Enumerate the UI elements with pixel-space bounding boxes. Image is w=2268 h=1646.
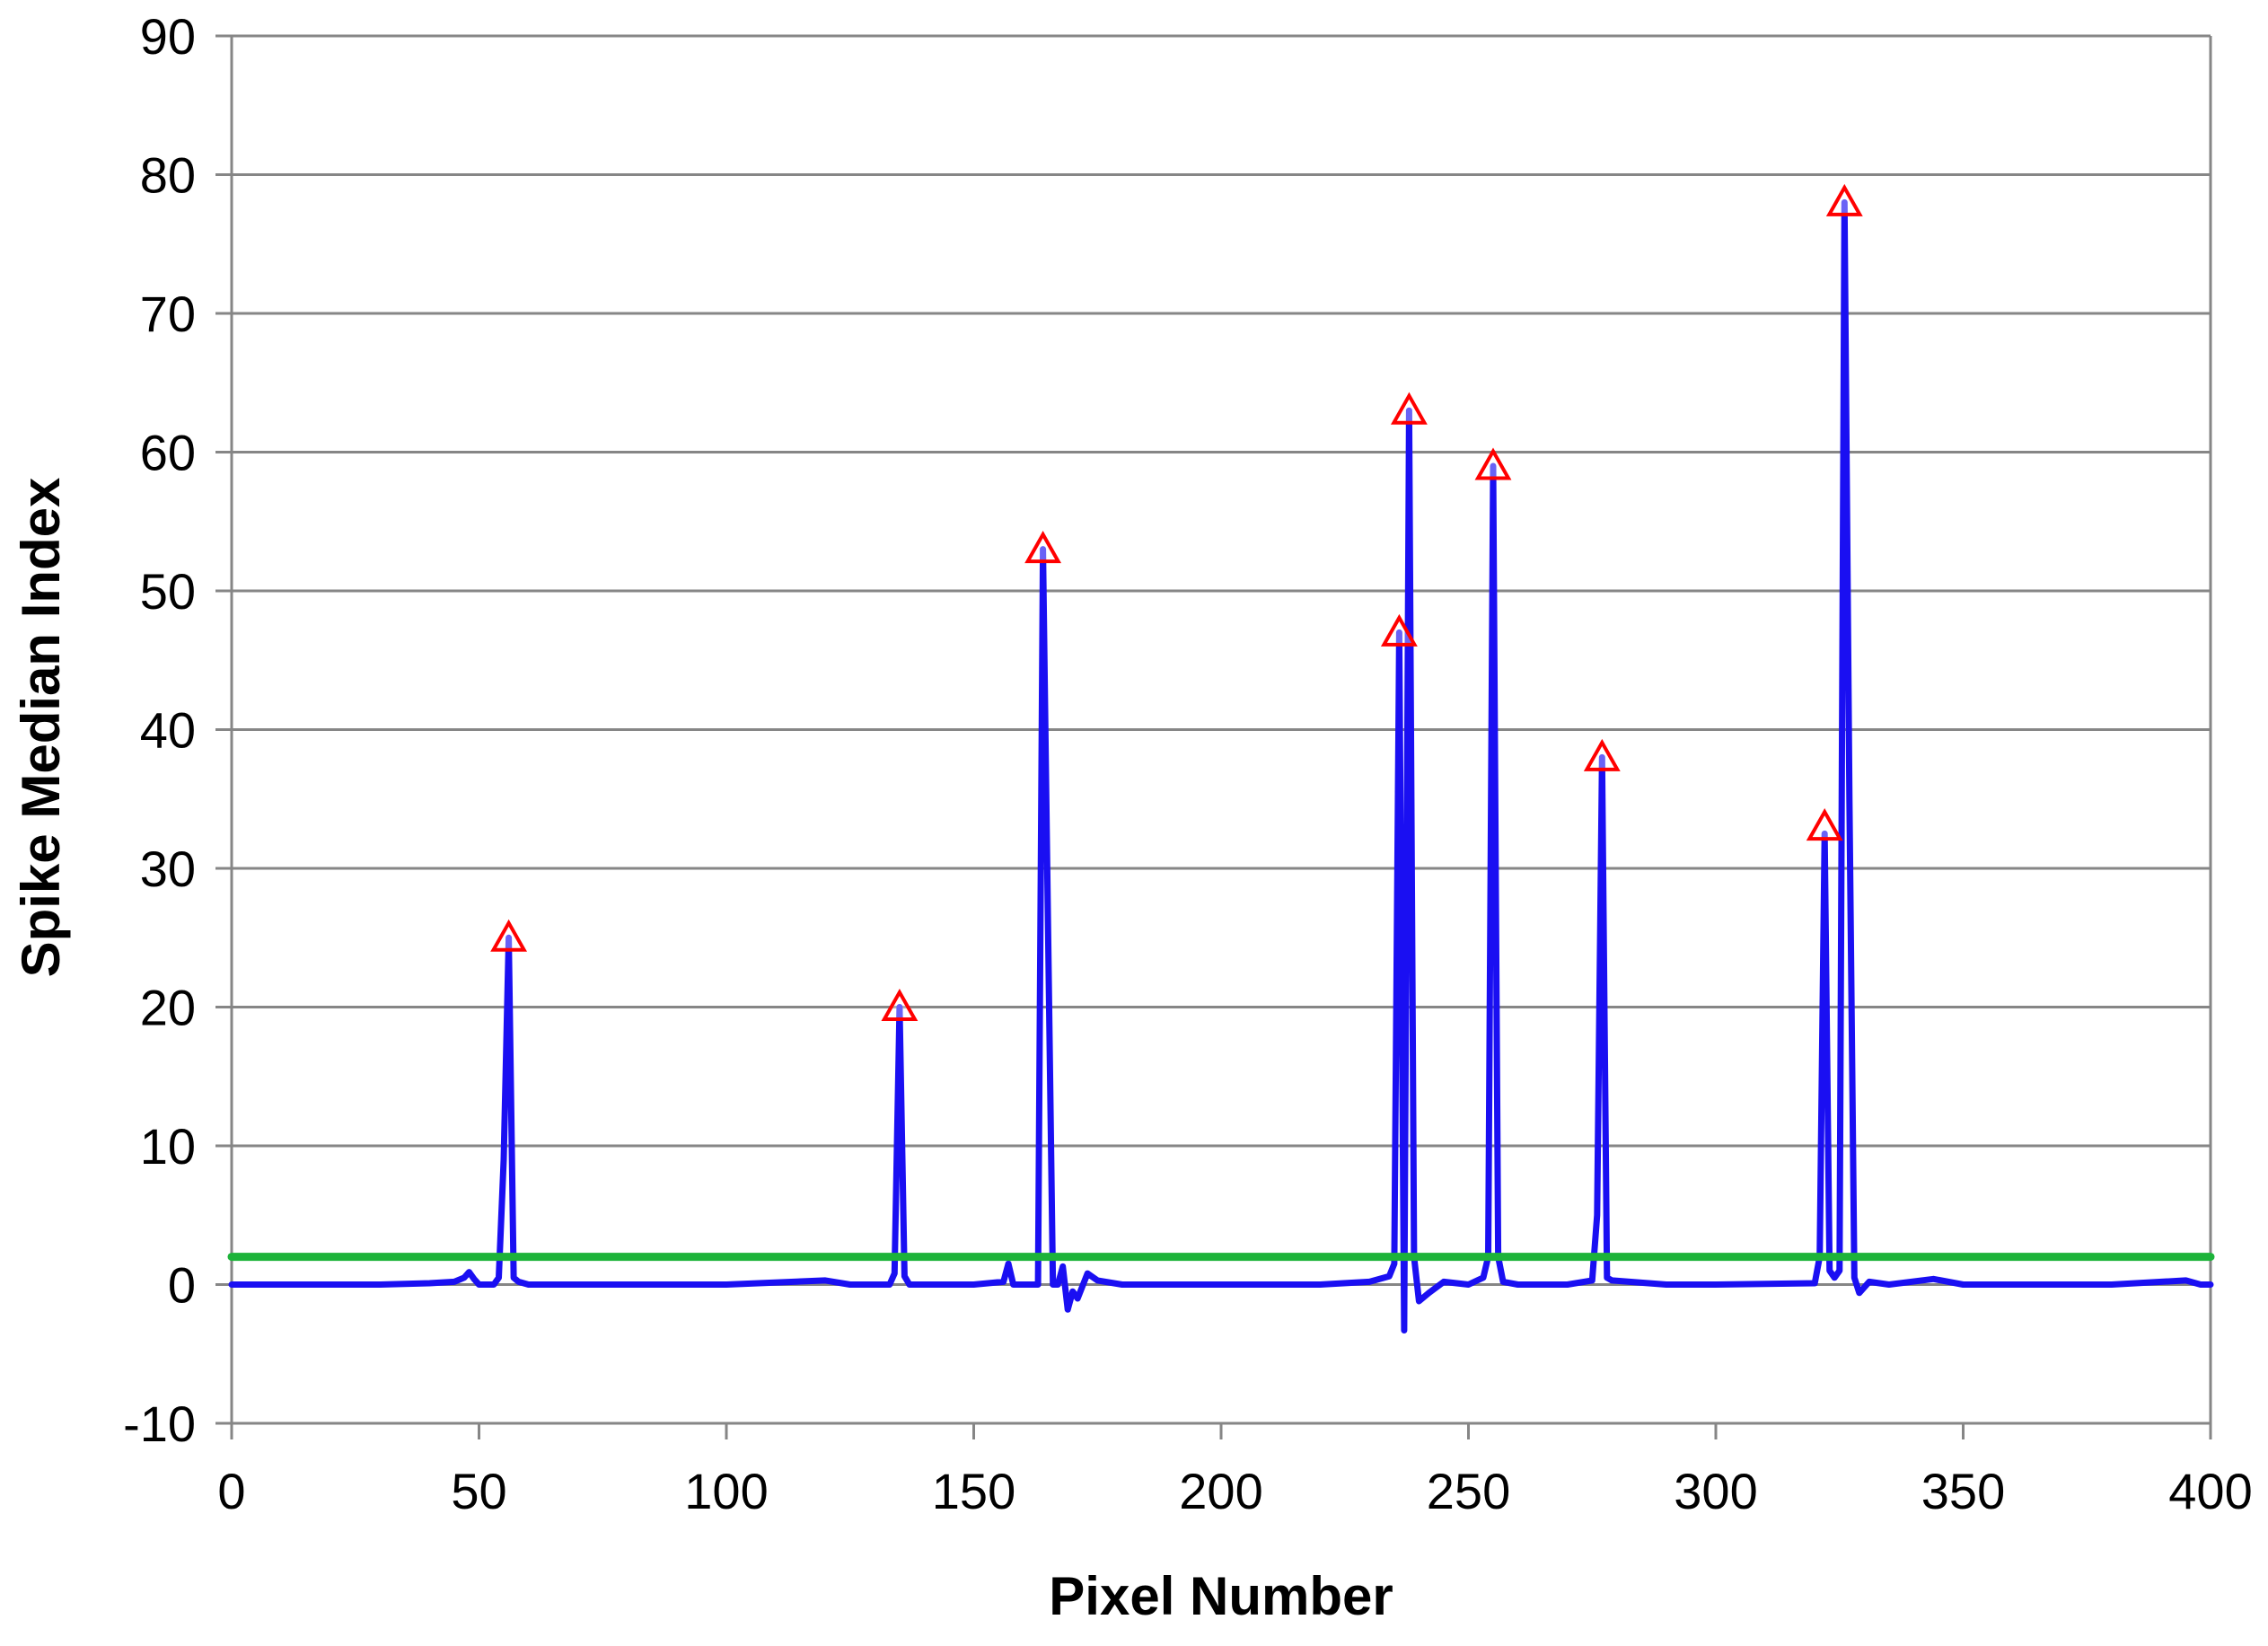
x-tick-label: 300 (1674, 1463, 1757, 1519)
y-tick-label: 10 (140, 1118, 196, 1175)
x-tick-label: 50 (451, 1463, 506, 1519)
y-tick-label: 50 (140, 563, 196, 620)
peak-triangle-marker (1390, 392, 1428, 425)
y-tick-label: 40 (140, 702, 196, 759)
peak-triangle-marker (490, 919, 528, 952)
x-axis-title: Pixel Number (1049, 1566, 1393, 1626)
peak-triangle-marker (1474, 447, 1512, 480)
x-tick-label: 0 (217, 1463, 245, 1519)
y-tick-label: 0 (168, 1257, 196, 1314)
x-tick-label: 200 (1179, 1463, 1262, 1519)
data-series (227, 198, 2215, 1334)
x-tick-label: 150 (932, 1463, 1015, 1519)
axes (215, 34, 2212, 1439)
peak-triangle-marker (881, 988, 919, 1021)
x-tick-label: 400 (2168, 1463, 2252, 1519)
x-tick-label: 250 (1427, 1463, 1510, 1519)
x-tick-label: 100 (684, 1463, 768, 1519)
y-tick-label: 70 (140, 286, 196, 342)
peak-triangle-marker (1024, 531, 1062, 564)
peak-markers (490, 183, 1863, 1021)
peak-triangle-marker (1583, 738, 1621, 771)
y-tick-label: 60 (140, 425, 196, 481)
peak-triangle-marker (1380, 613, 1418, 647)
gridlines (232, 34, 2211, 1286)
tick-labels: -10 0 10 20 30 40 50 60 70 80 90 0 50 100 150 200 250 300… (123, 8, 2253, 1519)
y-tick-label: 30 (140, 841, 196, 897)
spike-index-line (228, 198, 2214, 1334)
x-tick-label: 350 (1921, 1463, 2005, 1519)
y-tick-label: 80 (140, 147, 196, 204)
y-tick-label: 90 (140, 8, 196, 65)
y-axis-title: Spike Median Index (11, 478, 71, 978)
y-tick-label: 20 (140, 980, 196, 1036)
peak-triangle-marker (1806, 808, 1843, 841)
y-tick-label: -10 (123, 1395, 196, 1452)
peak-triangle-marker (1825, 183, 1863, 216)
